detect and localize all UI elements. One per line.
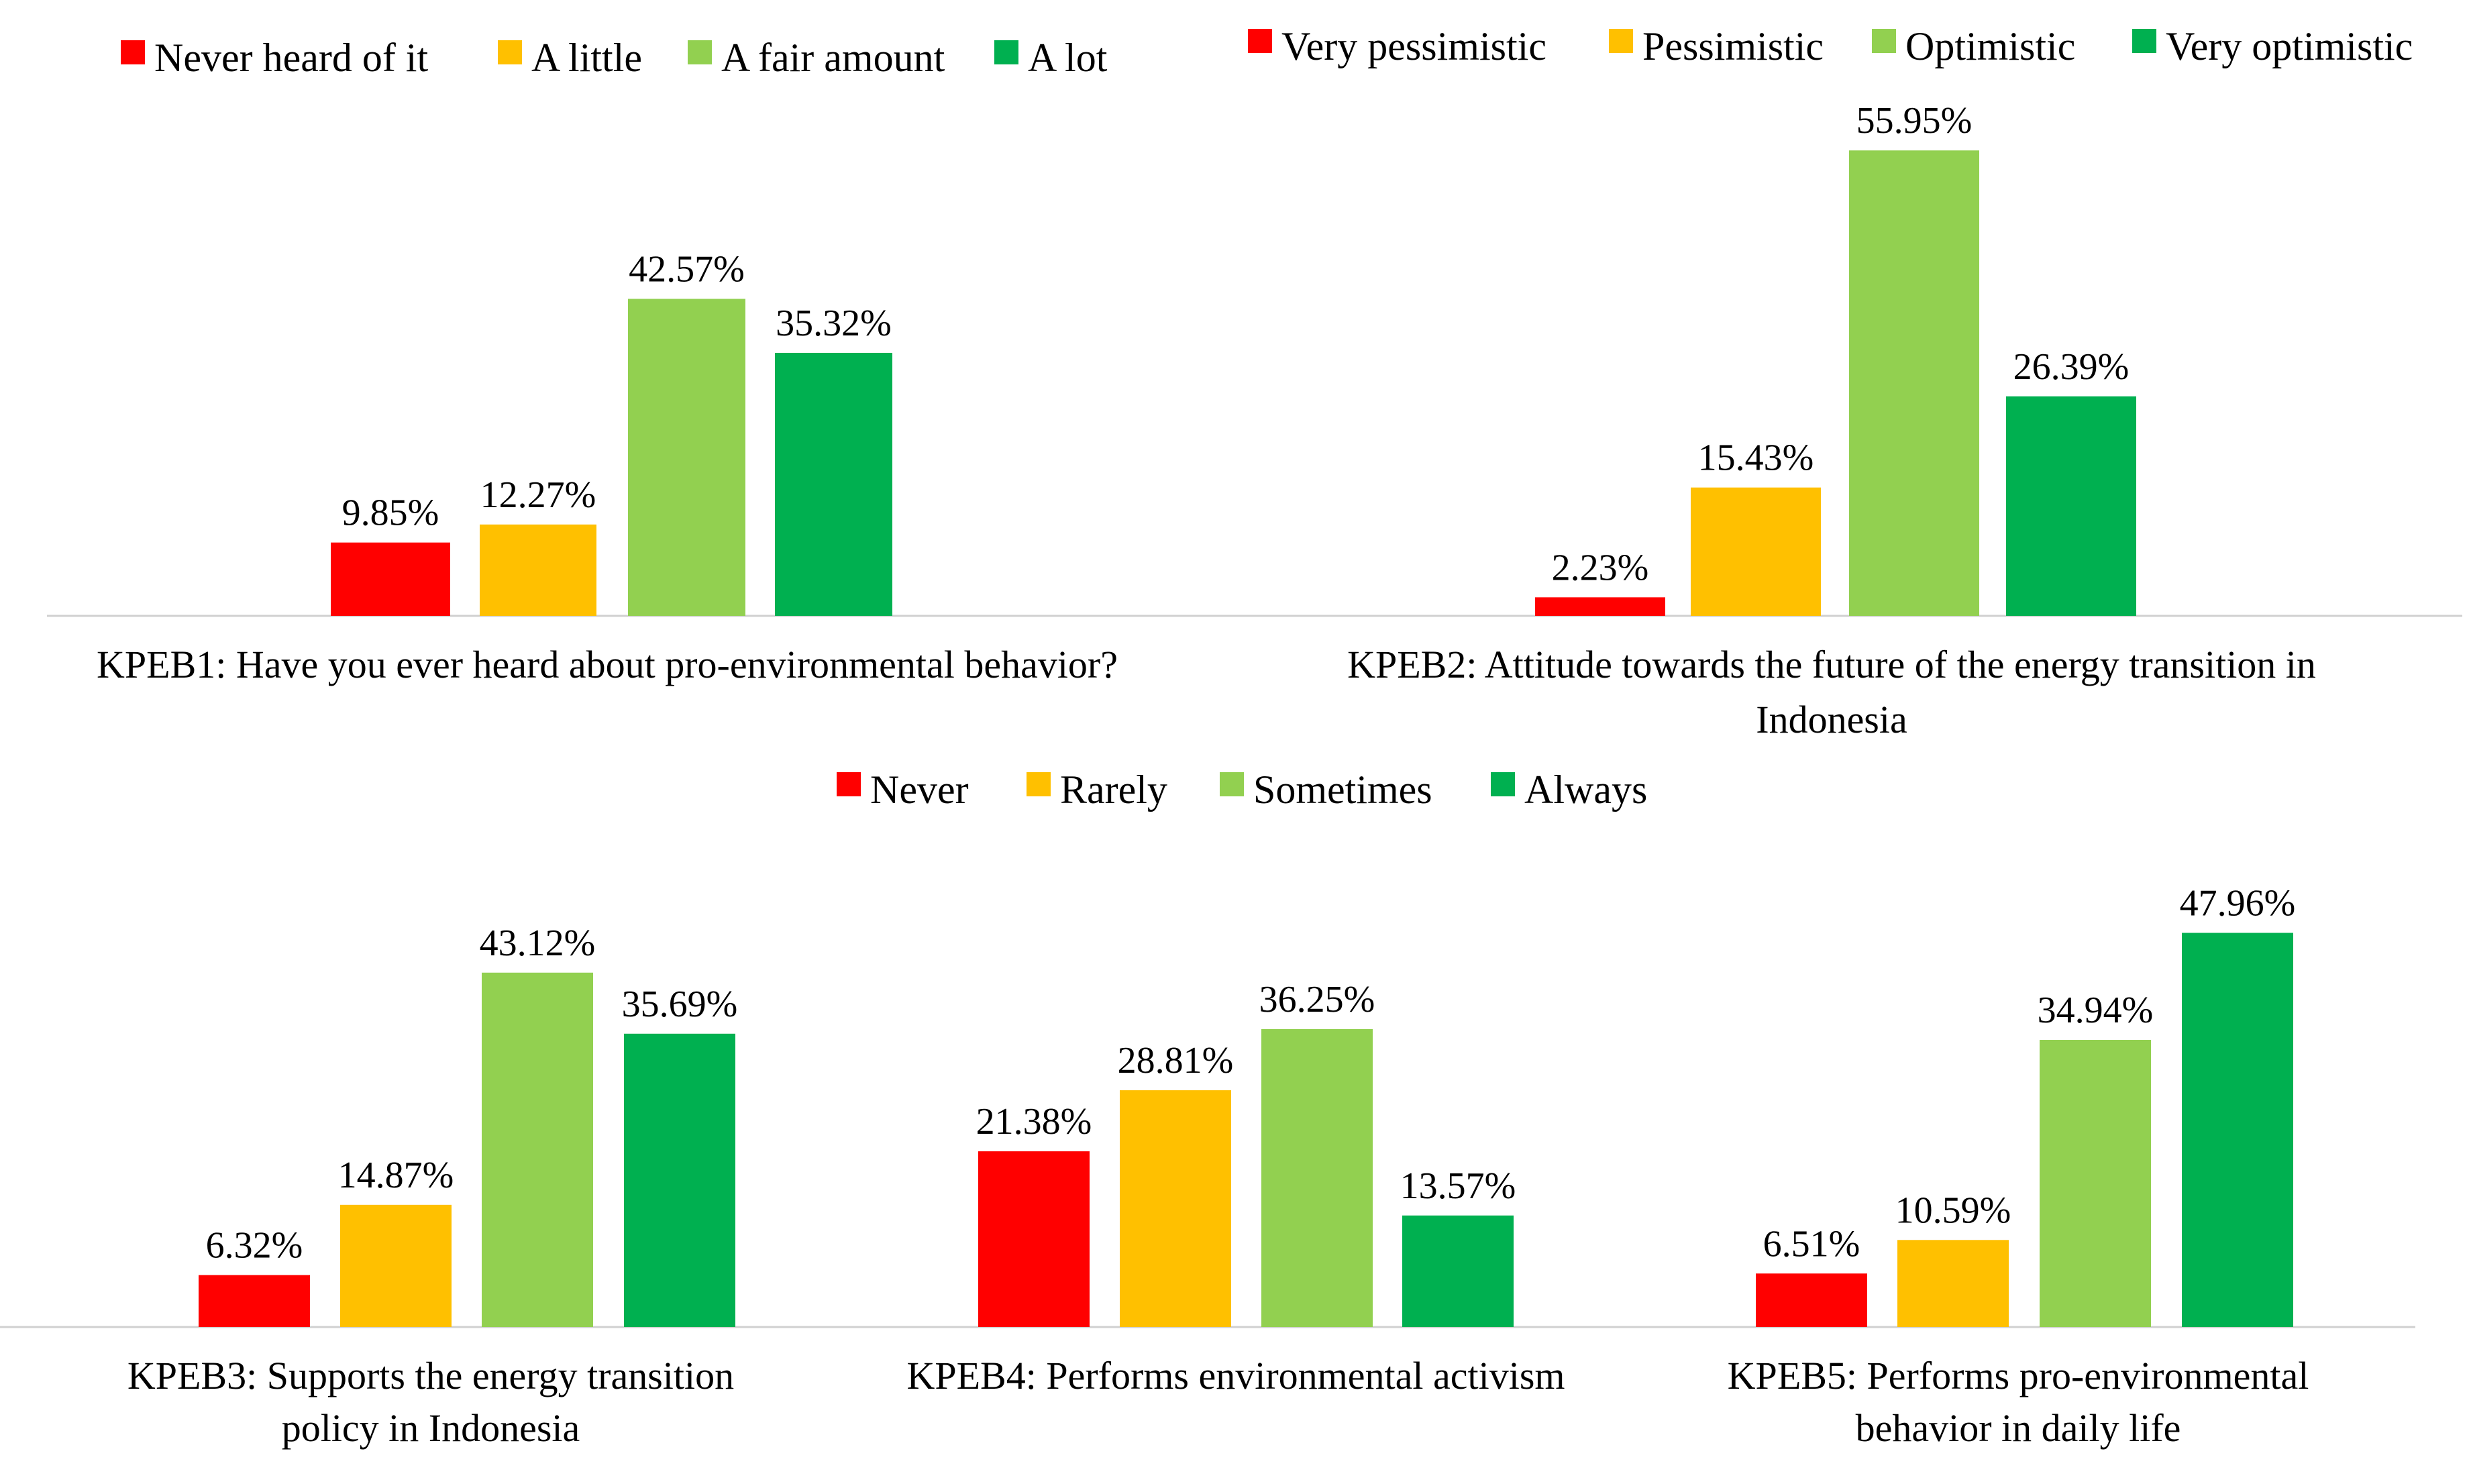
bar-kpeb2-1 xyxy=(1535,597,1665,616)
chart-kpeb3: 6.32% 14.87% 43.12% 35.69% KPEB3: Supports t… xyxy=(0,922,832,1450)
legend-label: A little xyxy=(531,36,642,80)
chart-title: policy in Indonesia xyxy=(282,1406,580,1450)
bar-kpeb2-3 xyxy=(1849,150,1979,617)
legend-swatch xyxy=(994,40,1018,64)
bar-kpeb2-4 xyxy=(2006,396,2136,616)
legend-top-left: Never heard of it A little A fair amount A … xyxy=(121,36,1108,80)
data-label: 28.81% xyxy=(1118,1040,1234,1081)
data-label: 9.85% xyxy=(342,492,439,534)
chart-kpeb5: 6.51% 10.59% 34.94% 47.96% KPEB5: Performs p… xyxy=(1657,882,2415,1450)
data-label: 2.23% xyxy=(1552,547,1649,588)
legend-label: Very optimistic xyxy=(2166,24,2413,68)
legend-label: Pessimistic xyxy=(1642,24,1824,68)
bar-kpeb5-4 xyxy=(2182,933,2293,1327)
data-label: 34.94% xyxy=(2038,990,2154,1031)
chart-kpeb1: 9.85% 12.27% 42.57% 35.32% KPEB1: Have you e… xyxy=(47,248,1226,686)
bar-kpeb3-4 xyxy=(624,1033,735,1327)
chart-title: KPEB4: Performs environmental activism xyxy=(906,1354,1565,1397)
bar-kpeb3-1 xyxy=(199,1275,310,1327)
legend-label: Very pessimistic xyxy=(1281,24,1546,68)
chart-kpeb4: 21.38% 28.81% 36.25% 13.57% KPEB4: Performs … xyxy=(832,979,1657,1397)
bar-kpeb1-3 xyxy=(628,299,745,616)
chart-title: KPEB1: Have you ever heard about pro-env… xyxy=(97,643,1118,686)
chart-kpeb2: 2.23% 15.43% 55.95% 26.39% KPEB2: Attitude t… xyxy=(1211,100,2462,741)
legend-top-right: Very pessimistic Pessimistic Optimistic Ver… xyxy=(1248,24,2413,68)
data-label: 47.96% xyxy=(2180,882,2296,924)
data-label: 21.38% xyxy=(976,1101,1092,1143)
legend-label: Never heard of it xyxy=(154,36,428,80)
legend-bottom: Never Rarely Sometimes Always xyxy=(837,767,1647,812)
bar-kpeb4-4 xyxy=(1402,1215,1514,1327)
legend-layer: Never heard of it A little A fair amount A … xyxy=(121,24,2413,812)
data-label: 6.51% xyxy=(1763,1223,1860,1265)
chart-title: KPEB5: Performs pro-environmental xyxy=(1728,1354,2309,1397)
legend-label: Sometimes xyxy=(1253,767,1432,812)
legend-label: Rarely xyxy=(1060,767,1167,812)
legend-swatch xyxy=(688,40,712,64)
data-label: 35.32% xyxy=(776,303,892,344)
data-label: 55.95% xyxy=(1856,100,1973,142)
data-label: 43.12% xyxy=(480,922,596,964)
legend-swatch xyxy=(1491,772,1515,796)
legend-label: Always xyxy=(1524,767,1647,812)
data-label: 10.59% xyxy=(1895,1189,2011,1231)
legend-swatch xyxy=(1220,772,1244,796)
bar-kpeb2-2 xyxy=(1691,487,1821,616)
bar-kpeb5-3 xyxy=(2040,1039,2151,1327)
legend-swatch xyxy=(837,772,861,796)
bar-kpeb4-3 xyxy=(1261,1028,1373,1327)
bar-kpeb4-1 xyxy=(978,1151,1090,1327)
legend-swatch xyxy=(498,40,522,64)
bar-kpeb1-1 xyxy=(331,542,450,616)
data-label: 12.27% xyxy=(480,474,596,516)
bar-kpeb3-2 xyxy=(340,1204,452,1327)
chart-title: behavior in daily life xyxy=(1856,1406,2181,1450)
charts-layer: 9.85% 12.27% 42.57% 35.32% KPEB1: Have you e… xyxy=(0,100,2462,1450)
bar-kpeb5-1 xyxy=(1756,1273,1867,1327)
data-label: 13.57% xyxy=(1400,1165,1516,1207)
legend-label: Optimistic xyxy=(1905,24,2075,68)
data-label: 14.87% xyxy=(338,1155,454,1196)
data-label: 6.32% xyxy=(206,1225,303,1267)
chart-title: Indonesia xyxy=(1756,698,1907,741)
legend-swatch xyxy=(2132,29,2156,53)
chart-title: KPEB3: Supports the energy transition xyxy=(127,1354,734,1397)
bar-kpeb5-2 xyxy=(1897,1240,2009,1327)
bar-kpeb4-2 xyxy=(1120,1090,1231,1327)
bar-kpeb1-4 xyxy=(775,352,892,616)
legend-label: A lot xyxy=(1028,36,1108,80)
bar-kpeb1-2 xyxy=(480,524,596,616)
chart-title: KPEB2: Attitude towards the future of th… xyxy=(1347,643,2316,686)
legend-label: A fair amount xyxy=(721,36,945,80)
legend-swatch xyxy=(1872,29,1896,53)
data-label: 42.57% xyxy=(629,248,745,290)
legend-swatch xyxy=(1248,29,1272,53)
legend-swatch xyxy=(1027,772,1051,796)
legend-swatch xyxy=(1609,29,1633,53)
data-label: 26.39% xyxy=(2013,346,2130,388)
data-label: 15.43% xyxy=(1698,437,1814,479)
bar-kpeb3-3 xyxy=(482,972,593,1327)
data-label: 36.25% xyxy=(1259,979,1375,1020)
legend-label: Never xyxy=(870,767,969,812)
data-label: 35.69% xyxy=(622,984,738,1025)
legend-swatch xyxy=(121,40,145,64)
